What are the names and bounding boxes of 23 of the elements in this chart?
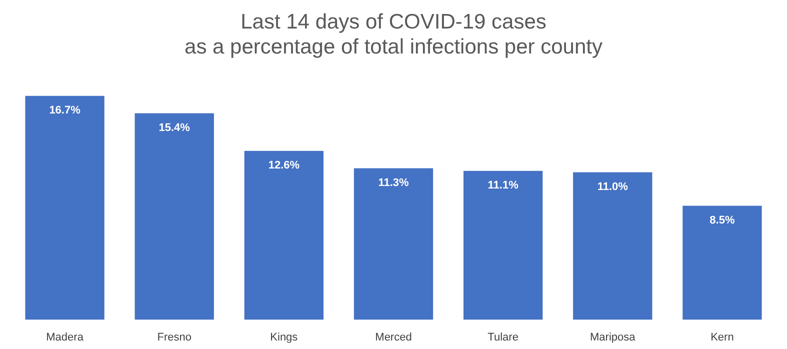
text: Last 14 days of COVID-19 cases — [240, 10, 546, 34]
bar — [573, 172, 652, 320]
data-label: 12.6% — [268, 159, 300, 172]
data-label: 8.5% — [710, 214, 735, 226]
text: as a percentage of total infections per county — [184, 36, 602, 59]
data-label: 11.0% — [597, 180, 628, 193]
bar — [682, 206, 762, 320]
data-label: 11.1% — [488, 179, 519, 192]
bar — [244, 150, 324, 320]
x-tick-label: Fresno — [157, 331, 192, 344]
bar — [25, 96, 104, 320]
x-tick-label: Kings — [270, 331, 298, 344]
x-tick-label: Kern — [710, 331, 734, 344]
x-tick-label: Mariposa — [590, 331, 636, 344]
bar — [134, 113, 214, 320]
data-label: 15.4% — [158, 122, 190, 134]
data-label: 11.3% — [378, 176, 410, 189]
bar — [463, 170, 543, 320]
x-tick-label: Madera — [46, 331, 84, 344]
x-tick-label: Tulare — [488, 331, 518, 344]
bar — [354, 168, 434, 320]
x-tick-label: Merced — [375, 331, 412, 344]
data-label: 16.7% — [49, 104, 81, 116]
